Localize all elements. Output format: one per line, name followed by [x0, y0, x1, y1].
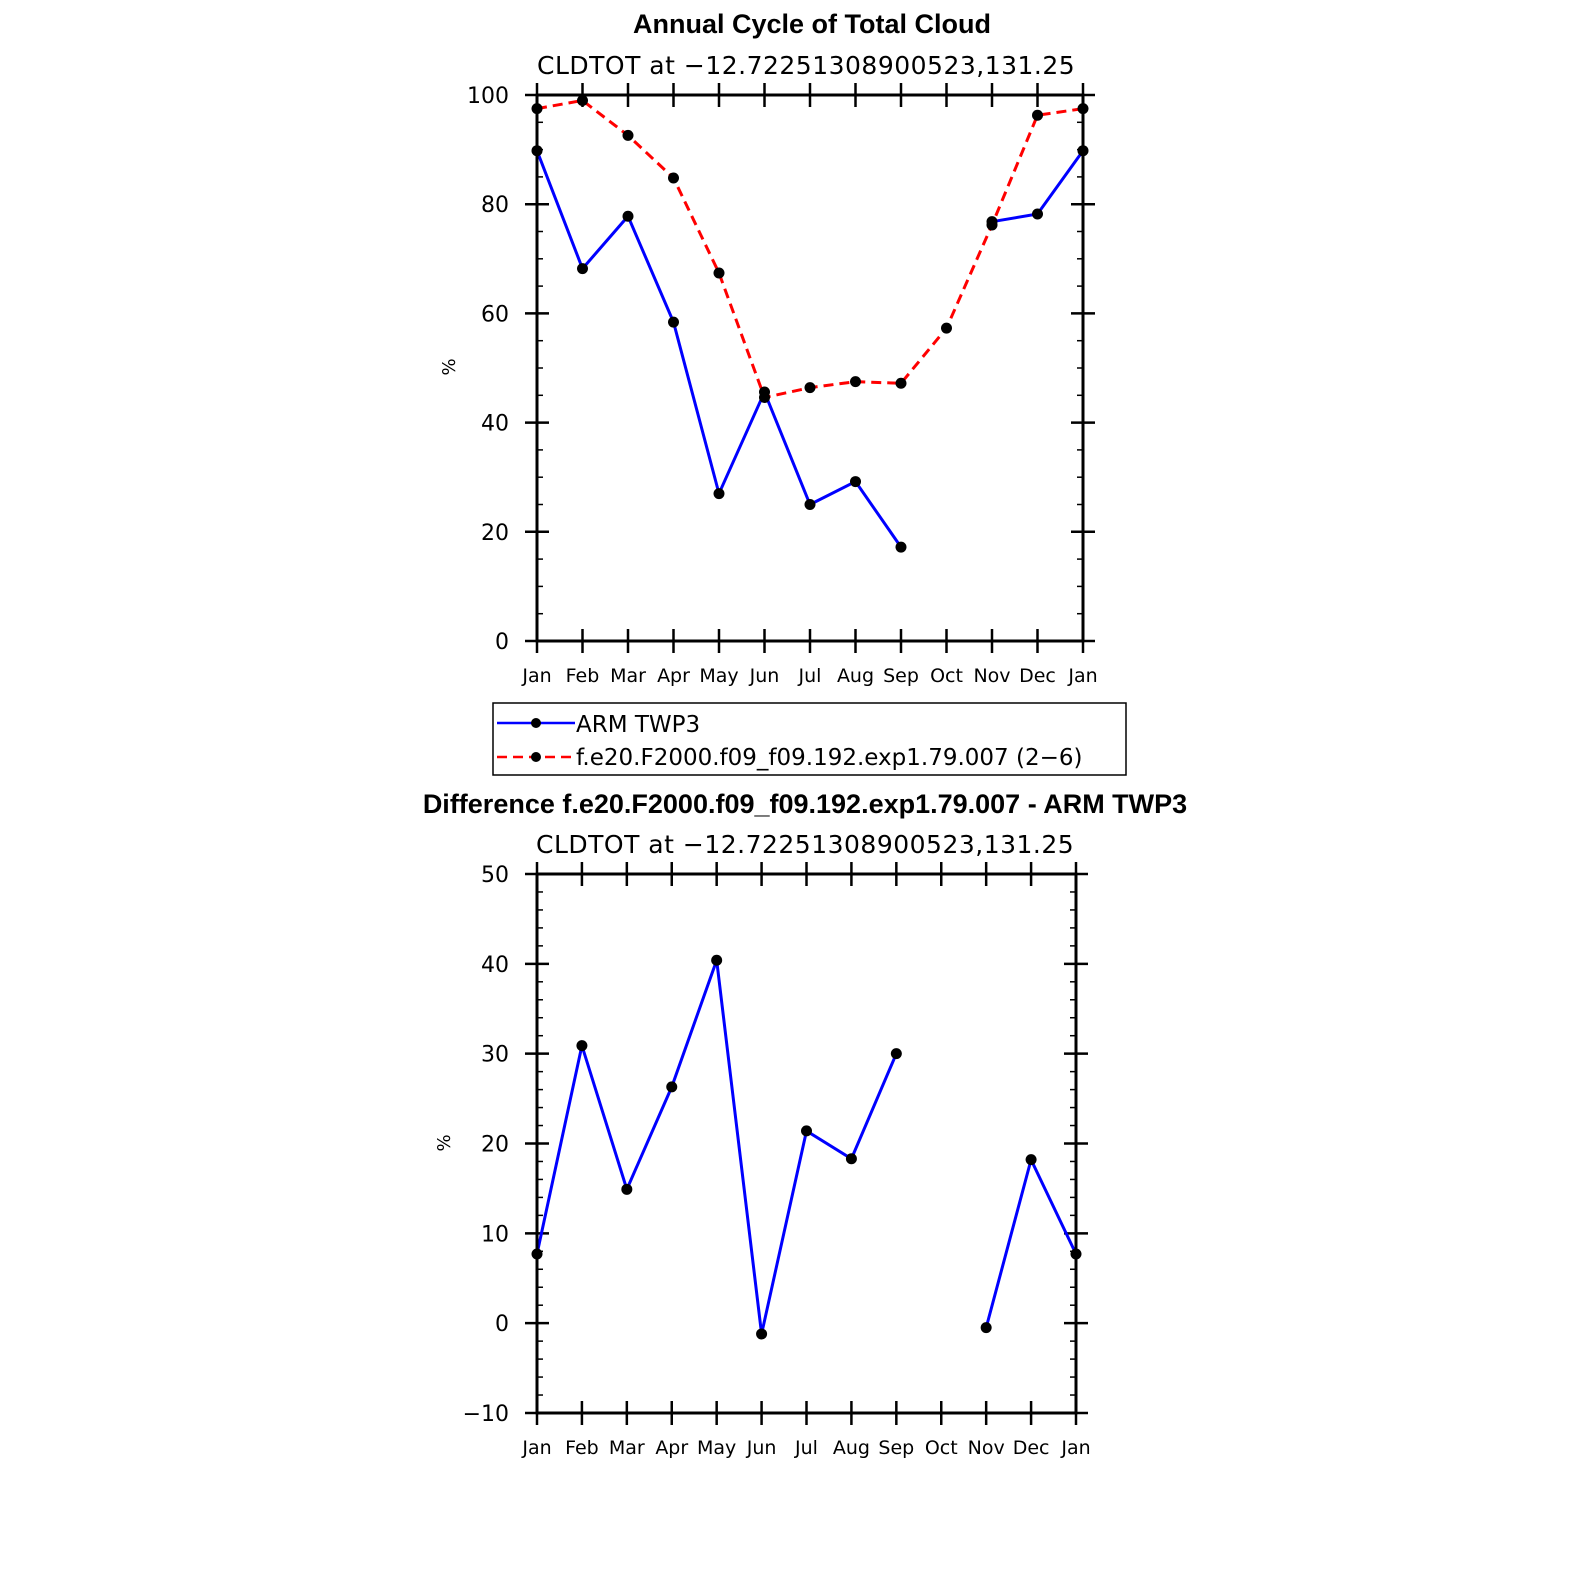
data-point: [577, 94, 588, 106]
x-tick-label: Dec: [1019, 665, 1056, 687]
x-tick-label: Jan: [1060, 1437, 1090, 1459]
legend-entry-arm-twp3: ARM TWP3: [497, 712, 700, 738]
legend-marker-model: [531, 752, 541, 762]
x-tick-label: Mar: [610, 665, 646, 687]
data-point: [621, 1183, 633, 1195]
data-point: [622, 210, 634, 222]
data-point: [801, 1125, 812, 1137]
data-point: [890, 1048, 902, 1060]
y-tick-label: 10: [481, 1222, 509, 1247]
data-point: [1032, 208, 1043, 220]
y-tick-label: 20: [481, 521, 509, 546]
y-tick-label: 100: [467, 84, 509, 109]
data-point: [804, 382, 816, 394]
legend-entry-model: f.e20.F2000.f09_f09.192.exp1.79.007 (2−6…: [497, 745, 1082, 771]
series-markers: [531, 954, 1082, 1340]
x-tick-label: Aug: [837, 665, 874, 687]
x-tick-label: Jan: [521, 1437, 551, 1459]
x-tick-label: Oct: [925, 1437, 958, 1459]
y-axis-label: %: [439, 358, 460, 375]
axes: 0 20 40 60 80 100 Jan Feb Mar Apr May Jun Jul Aug Sep O…: [467, 83, 1098, 687]
x-tick-label: Mar: [609, 1437, 645, 1459]
x-tick-label: Jul: [798, 665, 822, 687]
data-point: [895, 541, 907, 553]
x-tick-label: Aug: [833, 1437, 870, 1459]
series-markers: [531, 94, 1089, 553]
chart-subtitle: CLDTOT at −12.72251308900523,131.25: [536, 830, 1074, 859]
data-point: [711, 954, 723, 966]
series-line-0: [535, 150, 903, 548]
difference-chart: Difference f.e20.F2000.f09_f09.192.exp1.…: [423, 789, 1187, 1459]
x-tick-label: Jan: [521, 665, 551, 687]
data-point: [1032, 109, 1043, 121]
data-point: [668, 316, 679, 328]
x-tick-label: Feb: [566, 665, 600, 687]
y-tick-label: 20: [481, 1133, 509, 1158]
data-point: [986, 219, 998, 231]
data-point: [756, 1328, 768, 1340]
data-point: [845, 1153, 857, 1165]
series-line-0: [984, 1155, 1078, 1329]
legend-label-model: f.e20.F2000.f09_f09.192.exp1.79.007 (2−6…: [576, 745, 1082, 771]
x-tick-label: Nov: [968, 1437, 1005, 1459]
data-point: [622, 129, 634, 141]
y-tick-label: 40: [481, 953, 509, 978]
series-line-1: [536, 98, 1084, 400]
x-tick-label: Sep: [883, 665, 919, 687]
data-point: [941, 322, 952, 334]
x-tick-label: Jul: [794, 1437, 818, 1459]
series-lines: [535, 959, 1078, 1335]
y-tick-label: 30: [481, 1043, 509, 1068]
x-tick-label: Nov: [973, 665, 1010, 687]
data-point: [713, 488, 725, 500]
y-axis-label: %: [434, 1134, 455, 1151]
y-tick-label: 0: [495, 1312, 509, 1337]
data-point: [980, 1322, 992, 1334]
legend-box: [492, 702, 1127, 776]
y-tick-label: 60: [481, 302, 509, 327]
data-point: [668, 172, 679, 184]
chart-title: Annual Cycle of Total Cloud: [633, 9, 991, 39]
x-tick-label: Apr: [657, 665, 690, 687]
plot-frame: [535, 872, 1078, 1415]
x-tick-label: May: [699, 665, 738, 687]
series-line-0: [535, 959, 898, 1335]
legend-marker-arm: [531, 718, 541, 728]
chart-title: Difference f.e20.F2000.f09_f09.192.exp1.…: [423, 789, 1187, 819]
y-tick-label: 80: [481, 193, 509, 218]
legend-label-arm: ARM TWP3: [576, 712, 700, 738]
x-tick-label: Sep: [878, 1437, 914, 1459]
x-tick-label: Feb: [565, 1437, 599, 1459]
data-point: [850, 376, 861, 388]
series-lines: [535, 98, 1085, 548]
annual-cycle-chart: Annual Cycle of Total Cloud CLDTOT at −1…: [439, 9, 1098, 687]
chart-subtitle: CLDTOT at −12.72251308900523,131.25: [537, 51, 1075, 80]
x-tick-label: Dec: [1013, 1437, 1050, 1459]
data-point: [577, 263, 588, 275]
data-point: [895, 377, 907, 389]
x-tick-label: Jun: [749, 665, 780, 687]
x-tick-label: Apr: [655, 1437, 688, 1459]
legend: ARM TWP3 f.e20.F2000.f09_f09.192.exp1.79…: [492, 702, 1127, 776]
x-tick-label: Jan: [1067, 665, 1097, 687]
data-point: [666, 1081, 678, 1093]
data-point: [804, 499, 816, 510]
data-point: [850, 476, 861, 488]
data-point: [759, 391, 770, 403]
y-tick-label: 0: [495, 630, 509, 655]
x-tick-label: Jun: [746, 1437, 777, 1459]
y-tick-label: 50: [481, 863, 509, 888]
x-tick-label: May: [697, 1437, 736, 1459]
y-tick-label: −10: [463, 1402, 509, 1427]
y-tick-label: 40: [481, 412, 509, 437]
plot-frame: [535, 93, 1085, 643]
data-point: [576, 1040, 588, 1052]
data-point: [1025, 1154, 1037, 1166]
x-tick-label: Oct: [930, 665, 963, 687]
data-point: [713, 267, 725, 279]
